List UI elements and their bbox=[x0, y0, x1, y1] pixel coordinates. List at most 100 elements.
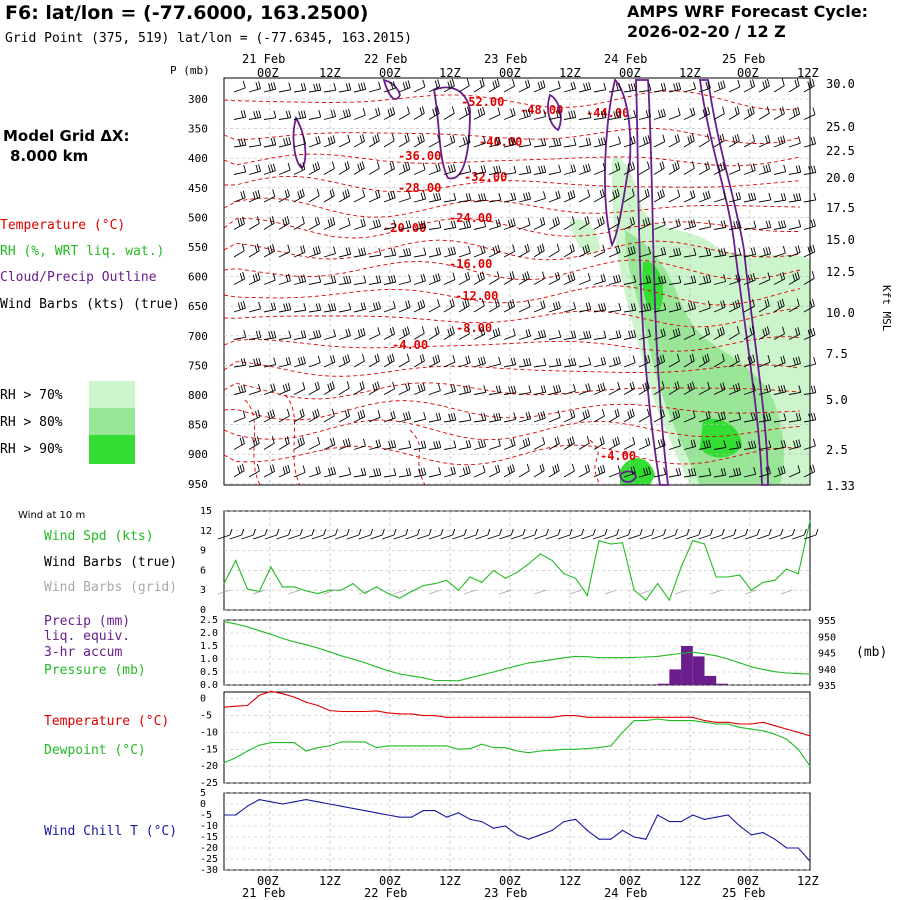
wind-barb bbox=[398, 248, 412, 258]
wind-barb bbox=[263, 302, 277, 313]
pressure-axis-title: P (mb) bbox=[170, 64, 210, 77]
wind-speed-line-point bbox=[598, 540, 600, 542]
pressure-tick-label: 450 bbox=[188, 182, 208, 195]
temperature-contour-label: -16.00 bbox=[449, 257, 492, 271]
wind-barb bbox=[428, 440, 442, 450]
wind-barb bbox=[458, 135, 471, 148]
wind-barb bbox=[398, 162, 411, 175]
dewpoint-line-point bbox=[270, 742, 272, 744]
pressure-line-point bbox=[610, 657, 612, 659]
wind-chill-line-point bbox=[457, 812, 459, 814]
wind-barb bbox=[263, 216, 275, 230]
pressure-line-point bbox=[364, 662, 366, 664]
wind-barb bbox=[338, 188, 350, 203]
wind-barb bbox=[728, 326, 740, 340]
top-date-label: 25 Feb bbox=[722, 52, 765, 66]
wind-barb bbox=[803, 244, 816, 258]
top-date-label: 24 Feb bbox=[604, 52, 647, 66]
pressure-line-point bbox=[258, 630, 260, 632]
wind-chill-line-point bbox=[469, 818, 471, 821]
wind-barb bbox=[278, 216, 290, 230]
wind-chill-line-point bbox=[364, 810, 366, 812]
dewpoint-label: Dewpoint (°C) bbox=[44, 743, 146, 758]
wind-speed-line-point bbox=[645, 599, 647, 601]
wind-barb bbox=[773, 384, 787, 395]
dewpoint-line-point bbox=[481, 743, 483, 745]
surface-wind-barb bbox=[616, 528, 631, 540]
dewpoint-line-point bbox=[610, 745, 612, 747]
dewpoint-line-point bbox=[235, 757, 237, 759]
dewpoint-line-point bbox=[774, 733, 776, 735]
wind-barb bbox=[713, 382, 726, 395]
wind-barb bbox=[548, 80, 561, 93]
wind-barb bbox=[353, 218, 366, 230]
wind-barb bbox=[443, 192, 457, 203]
temperature-line-point bbox=[375, 710, 377, 712]
wind-barb bbox=[698, 133, 710, 148]
wind-barb bbox=[578, 189, 591, 203]
wind-barb bbox=[413, 440, 427, 450]
wind-speed-line-point bbox=[680, 566, 682, 568]
wind-chill-line-point bbox=[282, 803, 284, 805]
wind-barb bbox=[653, 467, 667, 478]
wind-barb bbox=[668, 108, 681, 120]
pressure-tick-label: 950 bbox=[188, 478, 208, 491]
wind-barb bbox=[293, 382, 306, 395]
wind-barb bbox=[323, 408, 335, 423]
wind-barb bbox=[668, 218, 681, 230]
pressure-tick-label: 800 bbox=[188, 389, 208, 402]
wind-barb bbox=[698, 326, 711, 340]
wind-barb bbox=[338, 328, 351, 340]
wind-barb bbox=[623, 274, 637, 285]
wind-barb bbox=[743, 354, 756, 368]
temperature-line-point bbox=[645, 716, 647, 718]
dewpoint-line-point bbox=[633, 720, 635, 722]
dewpoint-line-point bbox=[352, 741, 354, 743]
isotherm-line bbox=[223, 127, 801, 144]
windchill-panel-frame bbox=[223, 792, 811, 871]
wind-barb bbox=[698, 381, 711, 395]
height-tick-label: 17.5 bbox=[826, 201, 855, 215]
wind-barb bbox=[488, 107, 501, 120]
wind-speed-line-point bbox=[328, 589, 331, 591]
pressure-line-point bbox=[293, 641, 295, 643]
dewpoint-line-point bbox=[223, 762, 225, 764]
isotherm-line bbox=[223, 444, 800, 466]
wind-barb bbox=[488, 271, 500, 285]
temperature-line-point bbox=[739, 723, 741, 725]
wind-barb bbox=[518, 437, 531, 450]
isotherm-line bbox=[223, 382, 801, 400]
wind-barb bbox=[548, 190, 561, 203]
wind-barb bbox=[338, 134, 351, 148]
wind-barb bbox=[713, 300, 726, 313]
wind-barb bbox=[248, 81, 261, 93]
wind-barb bbox=[653, 247, 667, 258]
pressure-line-point bbox=[727, 658, 729, 660]
dewpoint-line-point bbox=[516, 750, 518, 752]
wind-barb bbox=[563, 137, 577, 148]
temperature-line-point bbox=[340, 710, 342, 713]
wind-barb bbox=[458, 164, 472, 175]
dewpoint-line-point bbox=[657, 718, 659, 720]
wind-barb bbox=[488, 244, 501, 258]
wind-barb bbox=[428, 354, 441, 368]
temperature-line-point bbox=[727, 721, 729, 723]
wind-barb bbox=[743, 106, 755, 120]
temperature-line-point bbox=[364, 710, 366, 713]
pressure-line-point bbox=[680, 652, 682, 655]
wind-barb bbox=[713, 133, 725, 148]
wind-barb bbox=[623, 408, 635, 423]
wind-barb bbox=[548, 138, 562, 148]
wind-barb bbox=[338, 354, 351, 368]
wind-barb bbox=[698, 468, 712, 478]
wind-barb bbox=[728, 106, 740, 120]
wind-panel-caption: Wind at 10 m bbox=[18, 510, 86, 521]
dewpoint-line-point bbox=[399, 745, 401, 747]
wind-barb bbox=[533, 191, 546, 203]
wind-barb bbox=[788, 193, 802, 203]
wind-barb bbox=[758, 106, 770, 120]
wind-barb bbox=[503, 165, 517, 175]
wind-barb bbox=[443, 220, 457, 230]
dewpoint-line-point bbox=[457, 748, 459, 750]
temperature-line-point bbox=[352, 710, 354, 713]
